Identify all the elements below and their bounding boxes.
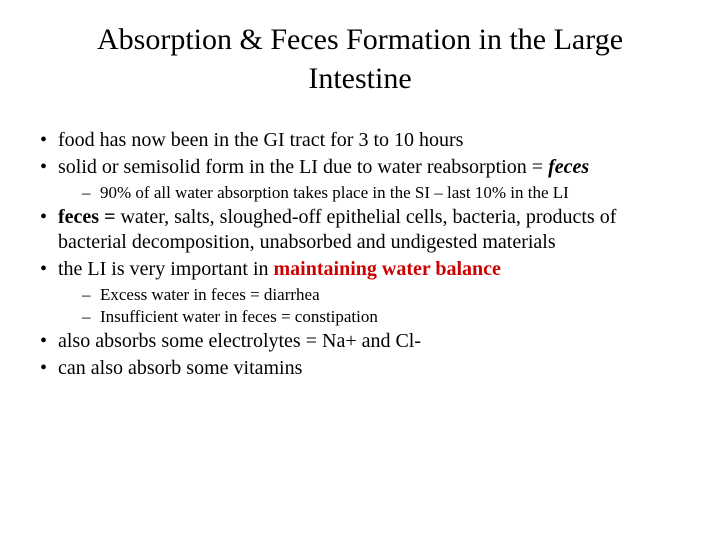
water-balance-highlight: maintaining water balance	[274, 258, 501, 280]
bullet-item: food has now been in the GI tract for 3 …	[30, 128, 690, 153]
slide-title: Absorption & Feces Formation in the Larg…	[30, 20, 690, 98]
sub-bullet-text: Excess water in feces = diarrhea	[100, 285, 320, 304]
sub-bullet-list: Excess water in feces = diarrhea Insuffi…	[58, 284, 690, 327]
bullet-item: can also absorb some vitamins	[30, 356, 690, 381]
feces-equals: feces =	[58, 206, 120, 228]
sub-bullet-item: 90% of all water absorption takes place …	[58, 182, 690, 203]
bullet-item: also absorbs some electrolytes = Na+ and…	[30, 329, 690, 354]
bullet-text: the LI is very important in	[58, 258, 274, 280]
sub-bullet-text: Insufficient water in feces = constipati…	[100, 307, 378, 326]
sub-bullet-list: 90% of all water absorption takes place …	[58, 182, 690, 203]
bullet-text: solid or semisolid form in the LI due to…	[58, 156, 548, 178]
bullet-item: feces = water, salts, sloughed-off epith…	[30, 205, 690, 255]
bullet-text: can also absorb some vitamins	[58, 357, 302, 379]
bullet-text: food has now been in the GI tract for 3 …	[58, 129, 463, 151]
bullet-text: also absorbs some electrolytes = Na+ and…	[58, 330, 421, 352]
sub-bullet-text: 90% of all water absorption takes place …	[100, 183, 569, 202]
bullet-item: solid or semisolid form in the LI due to…	[30, 155, 690, 203]
main-bullet-list: food has now been in the GI tract for 3 …	[30, 128, 690, 381]
sub-bullet-item: Excess water in feces = diarrhea	[58, 284, 690, 305]
bullet-item: the LI is very important in maintaining …	[30, 257, 690, 327]
feces-term: feces	[548, 156, 589, 178]
bullet-text: water, salts, sloughed-off epithelial ce…	[58, 206, 616, 253]
sub-bullet-item: Insufficient water in feces = constipati…	[58, 306, 690, 327]
